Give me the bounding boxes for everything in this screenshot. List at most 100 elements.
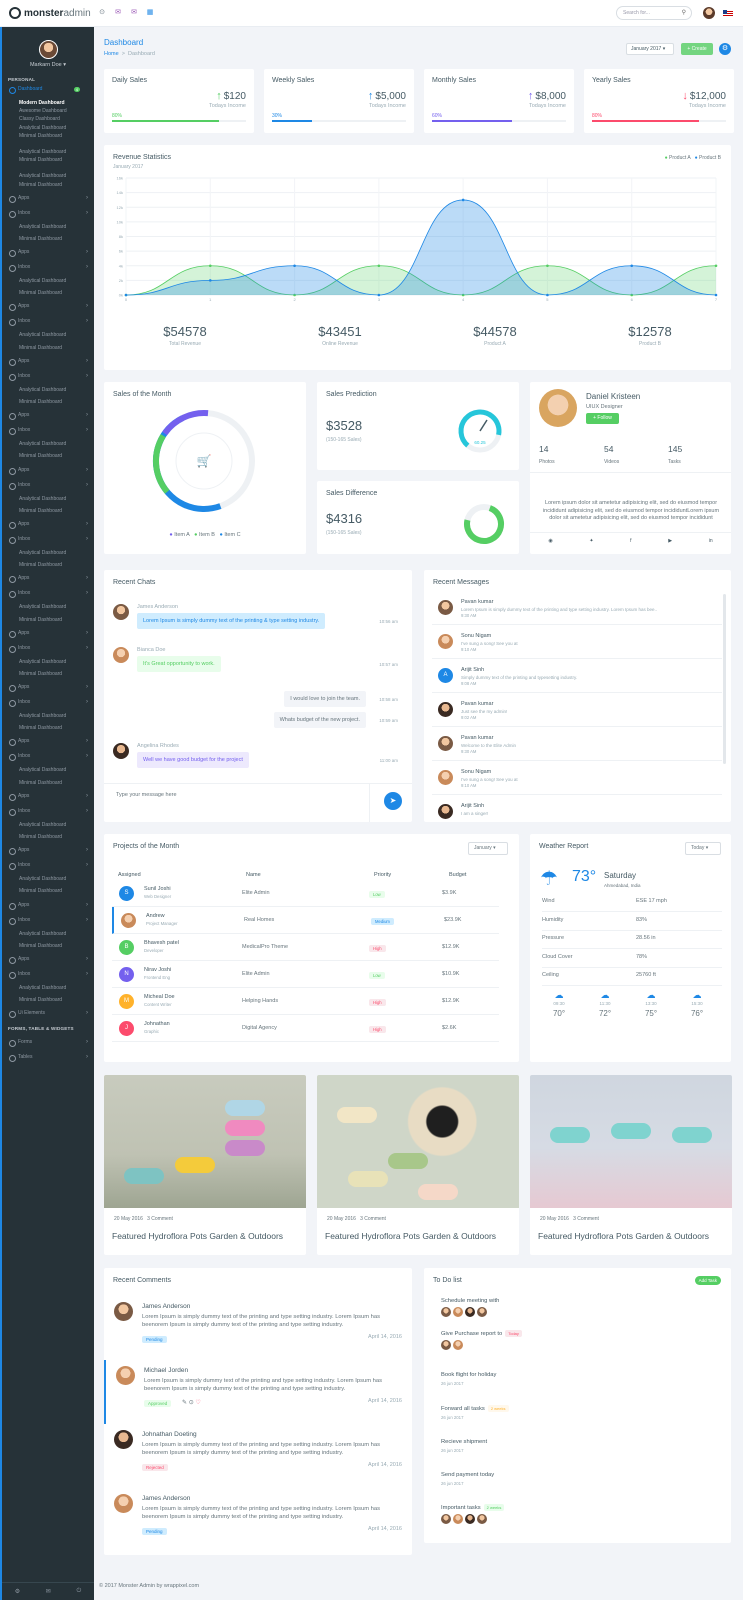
todo-item[interactable]: Send payment today 26 jun 2017 (441, 1472, 495, 1486)
sidebar-subitem[interactable]: Minimal Dashboard (19, 888, 63, 895)
sidebar-subitem[interactable]: Analytical Dashboard (19, 658, 67, 665)
twitter-icon[interactable]: ✦ (589, 538, 594, 544)
sidebar-subitem[interactable]: Minimal Dashboard (19, 725, 63, 732)
sidebar-subitem[interactable]: Minimal Dashboard (19, 453, 63, 460)
sidebar-item-apps[interactable]: Apps (2, 356, 94, 367)
sidebar-item-inbox[interactable]: Inbox (2, 969, 94, 980)
sidebar-item-inbox[interactable]: Inbox (2, 915, 94, 926)
mail-icon[interactable]: ✉ (45, 1589, 51, 1595)
sidebar-subitem[interactable]: Minimal Dashboard (19, 616, 63, 623)
user-avatar[interactable] (703, 7, 715, 19)
sidebar-subitem[interactable]: Minimal Dashboard (19, 562, 63, 569)
sidebar-subitem[interactable]: Analytical Dashboard (19, 495, 67, 502)
sidebar-item-apps[interactable]: Apps (2, 791, 94, 802)
youtube-icon[interactable]: ▶ (668, 538, 673, 544)
sidebar-user-name[interactable]: Markarn Doe ▾ (29, 62, 67, 68)
sidebar-subitem[interactable]: Minimal Dashboard (19, 670, 63, 677)
month-select[interactable]: January 2017 ▾ (626, 43, 674, 55)
messages-icon[interactable]: ✉ (115, 9, 121, 16)
blog-card[interactable]: 20 May 2016 3 Comment Featured Hydroflora… (104, 1075, 306, 1255)
sidebar-subitem[interactable]: Analytical Dashboard (19, 713, 67, 720)
sidebar-item-apps[interactable]: Apps (2, 736, 94, 747)
message-item[interactable]: Pavan kumar Welcome to the Elite Admin 9:3… (432, 728, 722, 761)
sidebar-subitem[interactable]: Minimal Dashboard (19, 997, 63, 1004)
sidebar-item-apps[interactable]: Apps (2, 247, 94, 258)
sidebar-item-apps[interactable]: Apps (2, 628, 94, 639)
sidebar-subitem[interactable]: Analytical Dashboard (19, 549, 67, 556)
sidebar-item-apps[interactable]: Apps (2, 465, 94, 476)
message-item[interactable]: Sonu Nigam I've sung a song! See you at 9:… (432, 762, 722, 795)
sidebar-subitem[interactable]: Awesome Dashboard (19, 108, 67, 115)
blog-title[interactable]: Featured Hydroflora Pots Garden & Outdoo… (325, 1231, 497, 1241)
sidebar-item-inbox[interactable]: Inbox (2, 534, 94, 545)
linkedin-icon[interactable]: in (708, 538, 713, 544)
sidebar-subitem[interactable]: Analytical Dashboard (19, 604, 67, 611)
sidebar-item-apps[interactable]: Apps (2, 845, 94, 856)
sidebar-item-inbox[interactable]: Inbox (2, 588, 94, 599)
create-button[interactable]: + Create (681, 43, 713, 55)
sidebar-subitem[interactable]: Minimal Dashboard (19, 834, 63, 840)
sidebar-item-inbox[interactable]: Inbox (2, 208, 94, 219)
todo-item[interactable]: Important tasks 2 weeks (441, 1504, 721, 1526)
sidebar-item-apps[interactable]: Apps (2, 410, 94, 421)
sidebar-item-apps[interactable]: Apps (2, 682, 94, 693)
sidebar-subitem[interactable]: Analytical Dashboard (19, 876, 67, 883)
sidebar-item-inbox[interactable]: Inbox (2, 480, 94, 491)
sidebar-subitem[interactable]: Analytical Dashboard (19, 148, 67, 155)
dribbble-icon[interactable]: ◉ (548, 538, 553, 544)
blog-title[interactable]: Featured Hydroflora Pots Garden & Outdoo… (538, 1231, 710, 1241)
sidebar-subitem[interactable]: Minimal Dashboard (19, 132, 63, 139)
message-item[interactable]: A Arijit Sinh Simply dummy text of the pri… (432, 660, 722, 693)
sidebar-subitem[interactable]: Analytical Dashboard (19, 386, 67, 393)
check-icon[interactable]: ⊙ (188, 1400, 196, 1406)
sidebar-item-apps[interactable]: Apps (2, 900, 94, 911)
table-row[interactable]: N Nirav Joshi Frontend Eng Elite Admin Low $1… (112, 961, 499, 988)
sidebar-item-inbox[interactable]: Inbox (2, 643, 94, 654)
todo-item[interactable]: Recieve shipment 26 jun 2017 (441, 1439, 488, 1453)
todo-item[interactable]: Schedule meeting with (441, 1298, 721, 1319)
sidebar-subitem[interactable]: Minimal Dashboard (19, 779, 63, 786)
menu-toggle-icon[interactable]: ⊙ (99, 9, 105, 16)
sidebar-item-apps[interactable]: Apps (2, 573, 94, 584)
chat-input[interactable]: Type your message here (116, 792, 177, 798)
search-input[interactable]: Search for... ⚲ (616, 6, 692, 20)
sidebar-item-inbox[interactable]: Inbox (2, 425, 94, 436)
table-row[interactable]: B Bhavesh patel Developer MedicalPro Theme H… (112, 934, 499, 961)
settings-gear-button[interactable]: ⚙ (719, 43, 731, 55)
projects-filter-select[interactable]: January ▾ (468, 842, 508, 855)
facebook-icon[interactable]: f (630, 538, 632, 544)
todo-item[interactable]: Book flight for holiday 26 jun 2017 (441, 1372, 497, 1386)
sidebar-item-tables[interactable]: Tables (2, 1052, 94, 1063)
sidebar-item-inbox[interactable]: Inbox (2, 860, 94, 871)
language-flag-icon[interactable] (723, 10, 733, 17)
settings-icon[interactable]: ⚙ (14, 1589, 21, 1595)
sidebar-subitem[interactable]: Minimal Dashboard (19, 235, 63, 242)
apps-grid-icon[interactable]: ▦ (146, 9, 154, 16)
sidebar-item-inbox[interactable]: Inbox (2, 262, 94, 273)
sidebar-subitem[interactable]: Analytical Dashboard (19, 821, 67, 828)
breadcrumb-home[interactable]: Home (104, 51, 119, 57)
brand-logo[interactable]: monster admin (9, 7, 91, 19)
sidebar-subitem[interactable]: Analytical Dashboard (19, 278, 67, 285)
weather-filter-select[interactable]: Today ▾ (685, 842, 721, 855)
sidebar-subitem[interactable]: Modern Dashboard (19, 100, 65, 106)
sidebar-item-apps[interactable]: Apps (2, 193, 94, 204)
todo-item[interactable]: Forward all tasks 2 weeks 26 jun 2017 (441, 1405, 721, 1420)
sidebar-subitem[interactable]: Minimal Dashboard (19, 942, 63, 949)
sidebar-subitem[interactable]: Analytical Dashboard (19, 984, 67, 991)
sidebar-subitem[interactable]: Classy Dashboard (19, 116, 60, 123)
sidebar-subitem[interactable]: Analytical Dashboard (19, 441, 67, 448)
sidebar-item-apps[interactable]: Apps (2, 519, 94, 530)
message-item[interactable]: Pavan kumar Just see the my admin! 9:02 AM (432, 694, 722, 727)
table-row[interactable]: S Sunil Joshi Web Designer Elite Admin Low $3… (112, 880, 499, 907)
sidebar-subitem[interactable]: Minimal Dashboard (19, 181, 63, 188)
blog-card[interactable]: 20 May 2016 3 Comment Featured Hydroflora… (317, 1075, 519, 1255)
sidebar-subitem[interactable]: Analytical Dashboard (19, 332, 67, 339)
add-task-button[interactable]: Add Task (694, 1276, 721, 1285)
follow-button[interactable]: + Follow (586, 413, 619, 424)
sidebar-subitem[interactable]: Analytical Dashboard (19, 173, 67, 180)
sidebar-subitem[interactable]: Analytical Dashboard (19, 767, 67, 774)
todo-item[interactable]: Give Purchase report to Today (441, 1330, 721, 1352)
blog-title[interactable]: Featured Hydroflora Pots Garden & Outdoo… (112, 1231, 284, 1241)
sidebar-item-ui-elements[interactable]: Ui Elements (2, 1008, 94, 1019)
